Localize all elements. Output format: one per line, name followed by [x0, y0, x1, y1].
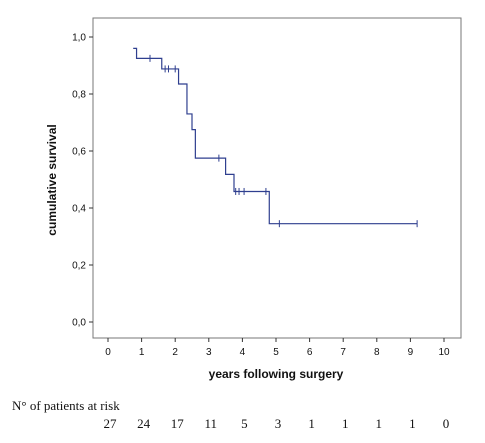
risk-count: 1: [342, 416, 349, 431]
risk-count: 1: [308, 416, 315, 431]
x-axis: 0 1 2 3 4 5 6 7 8 9 10: [105, 338, 450, 358]
x-tick-label: 2: [172, 347, 178, 358]
plot-area-frame: [92, 17, 462, 339]
x-tick-label: 5: [273, 347, 279, 358]
risk-count: 1: [409, 416, 416, 431]
y-axis: 0,0 0,2 0,4 0,6 0,8 1,0: [72, 33, 93, 329]
risk-table-values: 27 24 17 11 5 3 1 1 1 1 0: [104, 416, 450, 431]
y-tick-label: 0,2: [72, 261, 86, 272]
risk-count: 11: [205, 416, 218, 431]
x-tick-label: 9: [408, 347, 414, 358]
risk-count: 24: [137, 416, 151, 431]
risk-count: 27: [104, 416, 118, 431]
y-tick-label: 0,4: [72, 204, 86, 215]
x-tick-label: 1: [139, 347, 145, 358]
survival-curve: [133, 47, 418, 225]
x-tick-label: 7: [340, 347, 346, 358]
x-tick-label: 4: [240, 347, 246, 358]
risk-count: 3: [275, 416, 282, 431]
x-tick-label: 0: [105, 347, 111, 358]
risk-count: 5: [241, 416, 248, 431]
y-axis-label: cumulative survival: [45, 124, 59, 235]
x-tick-label: 6: [307, 347, 313, 358]
risk-count: 1: [376, 416, 383, 431]
risk-table-title: N° of patients at risk: [12, 398, 120, 413]
y-tick-label: 1,0: [72, 33, 86, 44]
y-tick-label: 0,0: [72, 318, 86, 329]
y-tick-label: 0,6: [72, 147, 86, 158]
censor-marks: [149, 54, 418, 228]
risk-count: 0: [443, 416, 450, 431]
y-tick-label: 0,8: [72, 90, 86, 101]
x-tick-label: 3: [206, 347, 212, 358]
risk-count: 17: [171, 416, 185, 431]
x-axis-label: years following surgery: [209, 367, 344, 381]
x-tick-label: 10: [438, 347, 450, 358]
x-tick-label: 8: [374, 347, 380, 358]
